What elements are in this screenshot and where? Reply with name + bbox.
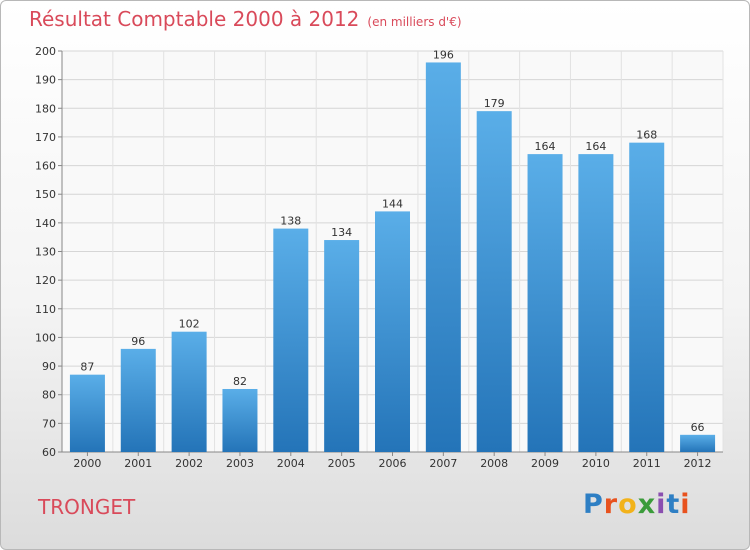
y-tick-label: 200 xyxy=(35,45,56,58)
bar xyxy=(171,331,207,452)
data-label: 144 xyxy=(382,197,403,210)
y-tick-label: 100 xyxy=(35,331,56,344)
logo-letter: x xyxy=(637,489,657,520)
y-tick-label: 90 xyxy=(42,360,56,373)
data-label: 134 xyxy=(331,226,352,239)
data-label: 164 xyxy=(585,140,606,153)
x-tick-label: 2009 xyxy=(531,457,559,470)
chart-subtitle: (en milliers d'€) xyxy=(367,15,462,29)
y-tick-label: 170 xyxy=(35,131,56,144)
data-label: 87 xyxy=(80,361,94,374)
data-label: 102 xyxy=(179,318,200,331)
data-label: 179 xyxy=(484,97,505,110)
y-tick-label: 60 xyxy=(42,446,56,459)
y-tick-label: 120 xyxy=(35,274,56,287)
x-tick-label: 2008 xyxy=(480,457,508,470)
y-tick-label: 160 xyxy=(35,160,56,173)
logo-letter: o xyxy=(618,489,638,520)
y-tick-label: 80 xyxy=(42,389,56,402)
data-label: 168 xyxy=(636,129,657,142)
x-tick-label: 2002 xyxy=(175,457,203,470)
bar xyxy=(527,154,563,452)
y-tick-label: 130 xyxy=(35,246,56,259)
data-label: 164 xyxy=(535,140,556,153)
bar xyxy=(120,348,156,452)
logo-letter: r xyxy=(603,489,619,520)
bar xyxy=(425,62,461,452)
bar xyxy=(629,142,665,452)
logo-letter: i xyxy=(680,489,691,520)
chart-title: Résultat Comptable 2000 à 2012 (en millie… xyxy=(29,7,462,31)
bar xyxy=(578,154,614,452)
bar xyxy=(273,228,309,452)
logo-letter: t xyxy=(666,489,681,520)
bar xyxy=(324,240,360,452)
x-tick-label: 2007 xyxy=(429,457,457,470)
x-tick-label: 2004 xyxy=(277,457,305,470)
commune-name: TRONGET xyxy=(38,495,136,519)
y-tick-label: 70 xyxy=(42,417,56,430)
chart-title-text: Résultat Comptable 2000 à 2012 xyxy=(29,7,360,31)
y-tick-label: 180 xyxy=(35,102,56,115)
logo-letter: P xyxy=(583,489,604,520)
bar xyxy=(680,434,716,452)
bars xyxy=(69,62,716,453)
x-tick-label: 2005 xyxy=(328,457,356,470)
y-tick-label: 110 xyxy=(35,303,56,316)
x-tick-label: 2012 xyxy=(684,457,712,470)
data-label: 82 xyxy=(233,375,247,388)
y-tick-label: 140 xyxy=(35,217,56,230)
proxiti-logo: Proxiti xyxy=(583,489,691,520)
x-tick-label: 2001 xyxy=(124,457,152,470)
x-tick-label: 2010 xyxy=(582,457,610,470)
x-tick-label: 2006 xyxy=(379,457,407,470)
bar xyxy=(375,211,410,452)
data-label: 196 xyxy=(433,48,454,61)
y-tick-label: 190 xyxy=(35,74,56,87)
data-label: 66 xyxy=(691,421,705,434)
bar xyxy=(476,111,512,453)
y-tick-label: 150 xyxy=(35,188,56,201)
bar xyxy=(222,388,258,452)
data-label: 96 xyxy=(131,335,145,348)
x-tick-label: 2011 xyxy=(633,457,661,470)
data-label: 138 xyxy=(280,215,301,228)
logo-letter: i xyxy=(656,489,667,520)
x-tick-label: 2003 xyxy=(226,457,254,470)
bar xyxy=(69,374,105,452)
data-labels: 87 96 102 82 138 134 144 196 179 164 164 168 66 xyxy=(80,48,704,433)
x-tick-label: 2000 xyxy=(73,457,101,470)
